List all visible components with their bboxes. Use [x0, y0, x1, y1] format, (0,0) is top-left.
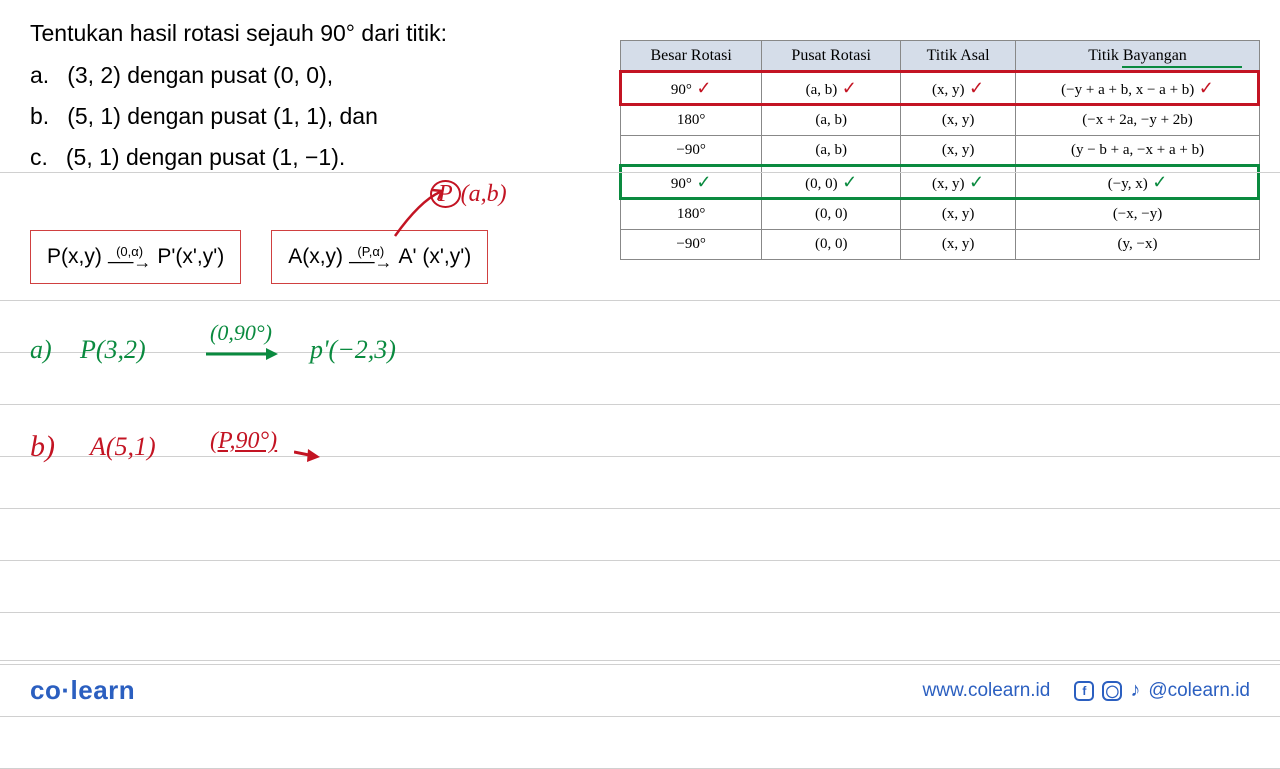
- facebook-icon: f: [1074, 681, 1094, 701]
- table-row: 180°(0, 0)(x, y)(−x, −y): [621, 200, 1260, 230]
- table-cell: 180°: [621, 106, 762, 136]
- table-cell: (x, y) ✓: [901, 166, 1016, 200]
- table-cell: (−y, x) ✓: [1016, 166, 1260, 200]
- table-row: −90°(0, 0)(x, y)(y, −x): [621, 230, 1260, 260]
- table-cell: 90° ✓: [621, 72, 762, 106]
- table-cell: (a, b) ✓: [762, 72, 901, 106]
- table-row: 90° ✓(a, b) ✓(x, y) ✓(−y + a + b, x − a …: [621, 72, 1260, 106]
- table-cell: (−y + a + b, x − a + b) ✓: [1016, 72, 1260, 106]
- annotation-pab: P(a,b): [430, 180, 507, 208]
- check-icon: ✓: [1148, 172, 1168, 192]
- notation-box-1: P(x,y) (0,α) ──→ P'(x',y'): [30, 230, 241, 284]
- item-a-text: (3, 2) dengan pusat (0, 0),: [67, 57, 333, 94]
- logo: co·learn: [30, 675, 135, 706]
- table-cell: (x, y) ✓: [901, 72, 1016, 106]
- table-cell: (y − b + a, −x + a + b): [1016, 136, 1260, 166]
- check-icon: ✓: [838, 172, 858, 192]
- hand-a-arrow-label: (0,90°): [210, 320, 272, 346]
- item-c-label: c.: [30, 139, 48, 176]
- table-cell: −90°: [621, 136, 762, 166]
- table-row: −90°(a, b)(x, y)(y − b + a, −x + a + b): [621, 136, 1260, 166]
- rotation-table: Besar Rotasi Pusat Rotasi Titik Asal Tit…: [620, 40, 1260, 260]
- table-row: 180°(a, b)(x, y)(−x + 2a, −y + 2b): [621, 106, 1260, 136]
- footer-handle: @colearn.id: [1148, 680, 1250, 702]
- hand-b-label: b): [30, 430, 55, 464]
- hand-b-point: A(5,1): [90, 432, 156, 462]
- table-cell: −90°: [621, 230, 762, 260]
- item-c-text: (5, 1) dengan pusat (1, −1).: [66, 139, 345, 176]
- instagram-icon: ◯: [1102, 681, 1122, 701]
- table-cell: (x, y): [901, 200, 1016, 230]
- check-icon: ✓: [692, 172, 712, 192]
- table-cell: (x, y): [901, 230, 1016, 260]
- check-icon: ✓: [965, 172, 985, 192]
- table-cell: (a, b): [762, 136, 901, 166]
- th-asal: Titik Asal: [901, 41, 1016, 72]
- nbox1-left: P(x,y): [47, 245, 102, 269]
- check-icon: ✓: [1194, 78, 1214, 98]
- th-besar: Besar Rotasi: [621, 41, 762, 72]
- tiktok-icon: ♪: [1130, 679, 1140, 702]
- table-cell: (y, −x): [1016, 230, 1260, 260]
- check-icon: ✓: [692, 78, 712, 98]
- footer: co·learn www.colearn.id f ◯ ♪ @colearn.i…: [0, 660, 1280, 720]
- table-cell: (0, 0): [762, 200, 901, 230]
- nbox1-right: P'(x',y'): [157, 245, 224, 269]
- nbox2-left: A(x,y): [288, 245, 343, 269]
- lined-paper: [0, 300, 1280, 640]
- table-cell: 90° ✓: [621, 166, 762, 200]
- footer-url: www.colearn.id: [923, 680, 1051, 702]
- check-icon: ✓: [837, 78, 857, 98]
- arrow-red-icon: [294, 446, 334, 468]
- hand-a-result: p'(−2,3): [310, 335, 396, 365]
- social-icons: f ◯ ♪ @colearn.id: [1074, 679, 1250, 702]
- nbox2-right: A' (x',y'): [399, 245, 472, 269]
- table-cell: (x, y): [901, 136, 1016, 166]
- item-b-text: (5, 1) dengan pusat (1, 1), dan: [67, 98, 378, 135]
- table-cell: (−x + 2a, −y + 2b): [1016, 106, 1260, 136]
- table-cell: (0, 0): [762, 230, 901, 260]
- hand-a-point: P(3,2): [80, 335, 146, 365]
- hand-b-arrow-label: (P,90°): [210, 428, 277, 455]
- table-cell: (−x, −y): [1016, 200, 1260, 230]
- item-a-label: a.: [30, 57, 49, 94]
- table-cell: (x, y): [901, 106, 1016, 136]
- th-pusat: Pusat Rotasi: [762, 41, 901, 72]
- header-underline-icon: [1122, 66, 1242, 68]
- table-cell: (0, 0) ✓: [762, 166, 901, 200]
- table-row: 90° ✓(0, 0) ✓(x, y) ✓(−y, x) ✓: [621, 166, 1260, 200]
- item-b-label: b.: [30, 98, 49, 135]
- hand-a-label: a): [30, 335, 52, 365]
- arrow-green-icon: [206, 348, 286, 368]
- check-icon: ✓: [965, 78, 985, 98]
- table-cell: (a, b): [762, 106, 901, 136]
- arrow-1: (0,α) ──→: [108, 247, 152, 269]
- arrow-2: (P,α) ──→: [349, 247, 393, 269]
- table-cell: 180°: [621, 200, 762, 230]
